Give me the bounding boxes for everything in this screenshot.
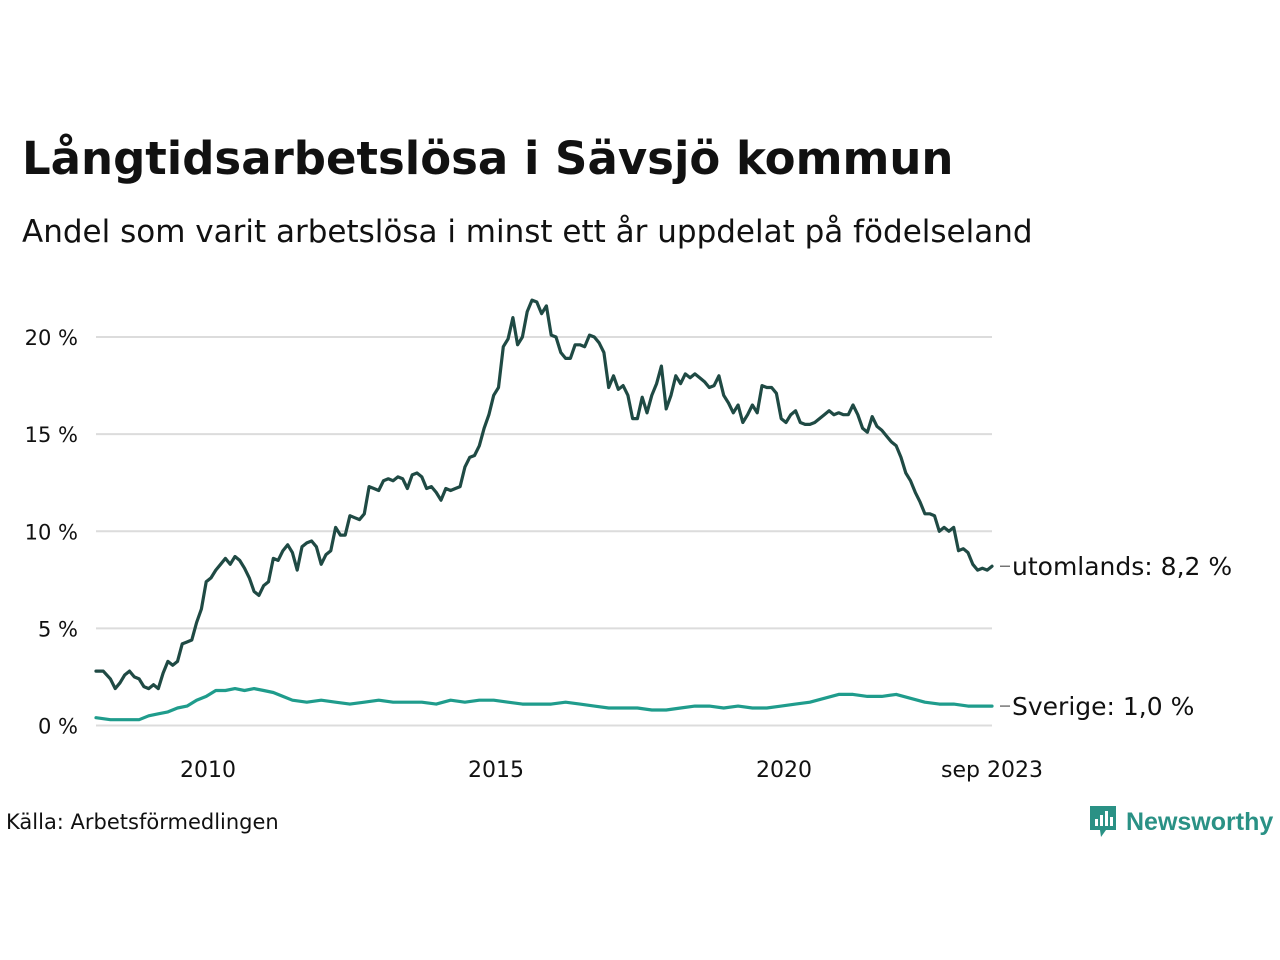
x-tick-label: 2010 xyxy=(180,758,236,783)
y-tick-label: 5 % xyxy=(38,617,78,641)
y-tick-label: 15 % xyxy=(25,423,78,447)
series-end-label: utomlands: 8,2 % xyxy=(1012,552,1232,581)
y-tick-label: 0 % xyxy=(38,715,78,739)
source-note: Källa: Arbetsförmedlingen xyxy=(6,810,279,834)
series-line-utomlands xyxy=(94,298,994,691)
chart-subtitle: Andel som varit arbetslösa i minst ett å… xyxy=(22,214,1033,250)
brand-name: Newsworthy xyxy=(1126,807,1274,836)
x-tick-label: 2015 xyxy=(468,758,524,783)
y-tick-label: 10 % xyxy=(25,520,78,544)
brand-logo: Newsworthy xyxy=(1088,804,1273,840)
series-end-label: Sverige: 1,0 % xyxy=(1012,692,1194,721)
x-tick-label: sep 2023 xyxy=(941,758,1043,783)
newsworthy-logo-icon xyxy=(1090,806,1116,837)
chart-title: Långtidsarbetslösa i Sävsjö kommun xyxy=(22,132,954,185)
series-line-sverige xyxy=(94,687,994,722)
x-tick-label: 2020 xyxy=(756,758,812,783)
y-tick-label: 20 % xyxy=(25,326,78,350)
